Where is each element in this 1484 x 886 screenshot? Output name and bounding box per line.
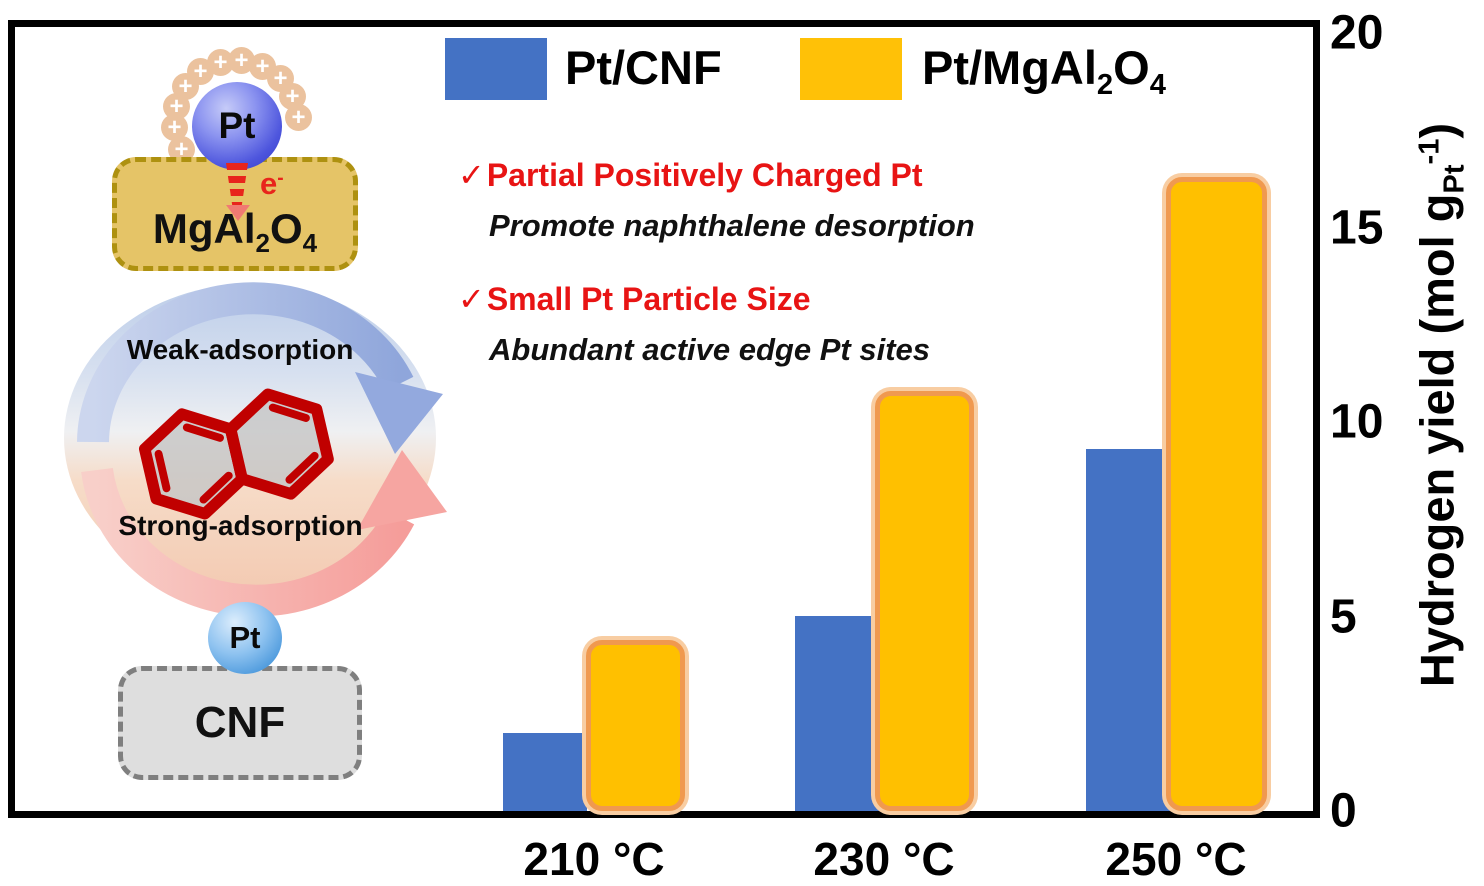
y-tick-10: 10	[1330, 395, 1384, 449]
cnf-support-box: CNF	[118, 666, 362, 780]
annotation-title: Partial Positively Charged Pt	[486, 157, 923, 193]
legend-swatch-pt-mgal2o4	[800, 38, 902, 100]
annotation-point-2: ✓Small Pt Particle Size	[458, 280, 811, 318]
mgal2o4-label-part: O	[269, 205, 303, 252]
legend-label-pt-mgal2o4: Pt/MgAl2O4	[922, 36, 1166, 107]
x-tick-230: 230 °C	[813, 833, 955, 885]
bar-pt-mgal2o4-250	[1166, 177, 1267, 811]
double-bond	[285, 451, 319, 484]
electron-label: e-	[260, 166, 284, 202]
x-tick-250: 250 °C	[1105, 833, 1247, 885]
plus-charge-icon: +	[187, 58, 214, 85]
double-bond	[199, 471, 233, 504]
double-bond	[268, 403, 310, 422]
pt-nanoparticle-cnf: Pt	[208, 602, 282, 674]
annotation-desc-1: Promote naphthalene desorption	[489, 208, 975, 243]
plus-charge-icon: +	[249, 53, 276, 80]
bar-pt-mgal2o4-210	[586, 640, 685, 811]
legend-label-part: O	[1113, 41, 1150, 94]
mgal2o4-label-sub: 2	[255, 228, 270, 259]
x-tick-210: 210 °C	[523, 833, 665, 885]
bar-pt-mgal2o4-230	[875, 391, 974, 811]
y-tick-15: 15	[1330, 201, 1384, 255]
mgal2o4-label-sub: 4	[302, 228, 318, 259]
electron-label-sup: -	[277, 168, 284, 190]
double-bond	[154, 449, 171, 493]
y-axis-title: Hydrogen yield (mol gPt-1)	[1410, 122, 1471, 688]
plus-charge-icon: +	[163, 93, 190, 120]
naphthalene-molecule	[139, 388, 334, 520]
legend-label-sub: 2	[1096, 69, 1114, 102]
annotation-desc-2: Abundant active edge Pt sites	[489, 332, 930, 367]
weak-adsorption-label: Weak-adsorption	[126, 334, 354, 365]
legend-label-sub: 4	[1149, 69, 1166, 102]
electron-transfer-arrowhead	[226, 205, 250, 221]
y-axis-title-sup: -1	[1413, 138, 1446, 165]
weak-adsorption-arrowhead	[355, 372, 443, 454]
legend-label-part: Pt/MgAl	[922, 41, 1097, 94]
y-tick-0: 0	[1330, 784, 1357, 838]
electron-label-base: e	[260, 166, 278, 201]
double-bond	[182, 423, 224, 442]
bar-pt-cnf-230	[795, 616, 879, 811]
strong-adsorption-arrowhead	[357, 450, 447, 530]
check-icon: ✓	[458, 157, 485, 193]
bar-pt-cnf-250	[1086, 449, 1171, 811]
bar-pt-cnf-210	[503, 733, 587, 811]
y-axis-title-text: Hydrogen yield (mol g	[1410, 193, 1464, 688]
legend-label-pt-cnf: Pt/CNF	[565, 41, 722, 94]
weak-adsorption-arrow	[77, 282, 414, 443]
legend-swatch-pt-cnf	[445, 38, 547, 100]
annotation-title: Small Pt Particle Size	[486, 281, 811, 317]
strong-adsorption-arrow	[81, 467, 415, 617]
y-tick-5: 5	[1330, 590, 1357, 644]
y-axis-title-text: )	[1410, 122, 1464, 139]
electron-transfer-arrow	[226, 163, 248, 205]
check-icon: ✓	[458, 281, 485, 317]
pt-nanoparticle-charged: Pt	[192, 82, 282, 170]
annotation-point-1: ✓Partial Positively Charged Pt	[458, 156, 923, 194]
adsorption-cycle-arrows	[77, 282, 447, 617]
y-tick-20: 20	[1330, 6, 1384, 60]
y-axis-title-sub: Pt	[1438, 164, 1471, 194]
plus-charge-icon: +	[285, 104, 312, 131]
strong-adsorption-label: Strong-adsorption	[118, 510, 363, 541]
